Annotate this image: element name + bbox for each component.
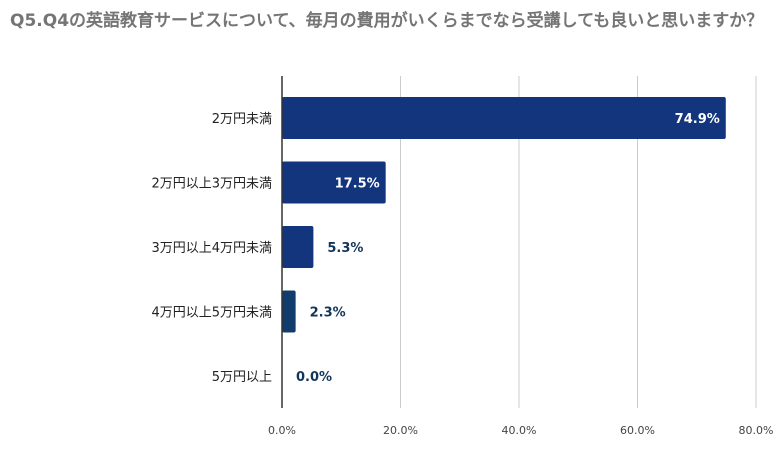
bar	[282, 290, 296, 333]
category-label: 2万円未満	[212, 112, 272, 127]
bar	[282, 161, 386, 204]
axes: 0.0% 20.0% 40.0% 60.0% 80.0% 2万円未満 2万円以上3万円未満 3…	[151, 76, 773, 437]
x-tick-label: 80.0%	[739, 424, 774, 437]
data-label: 0.0%	[296, 370, 332, 385]
data-label: 5.3%	[327, 241, 363, 256]
chart-title: Q5.Q4の英語教育サービスについて、毎月の費用がいくらまでなら受講しても良いと…	[10, 11, 764, 31]
category-label: 3万円以上4万円未満	[151, 241, 272, 256]
category-label: 4万円以上5万円未満	[151, 306, 272, 321]
category-label: 2万円以上3万円未満	[151, 177, 272, 192]
bars: 74.9% 17.5% 5.3% 2.3% 0.0%	[282, 97, 726, 385]
data-label: 17.5%	[335, 177, 380, 192]
x-tick-label: 40.0%	[502, 424, 537, 437]
bar	[282, 226, 314, 268]
x-tick-label: 0.0%	[268, 424, 296, 437]
data-label: 2.3%	[310, 306, 346, 321]
x-tick-label: 60.0%	[620, 424, 655, 437]
x-tick-label: 20.0%	[383, 424, 418, 437]
data-label: 74.9%	[675, 112, 720, 127]
bar	[282, 97, 726, 139]
category-label: 5万円以上	[212, 370, 272, 385]
